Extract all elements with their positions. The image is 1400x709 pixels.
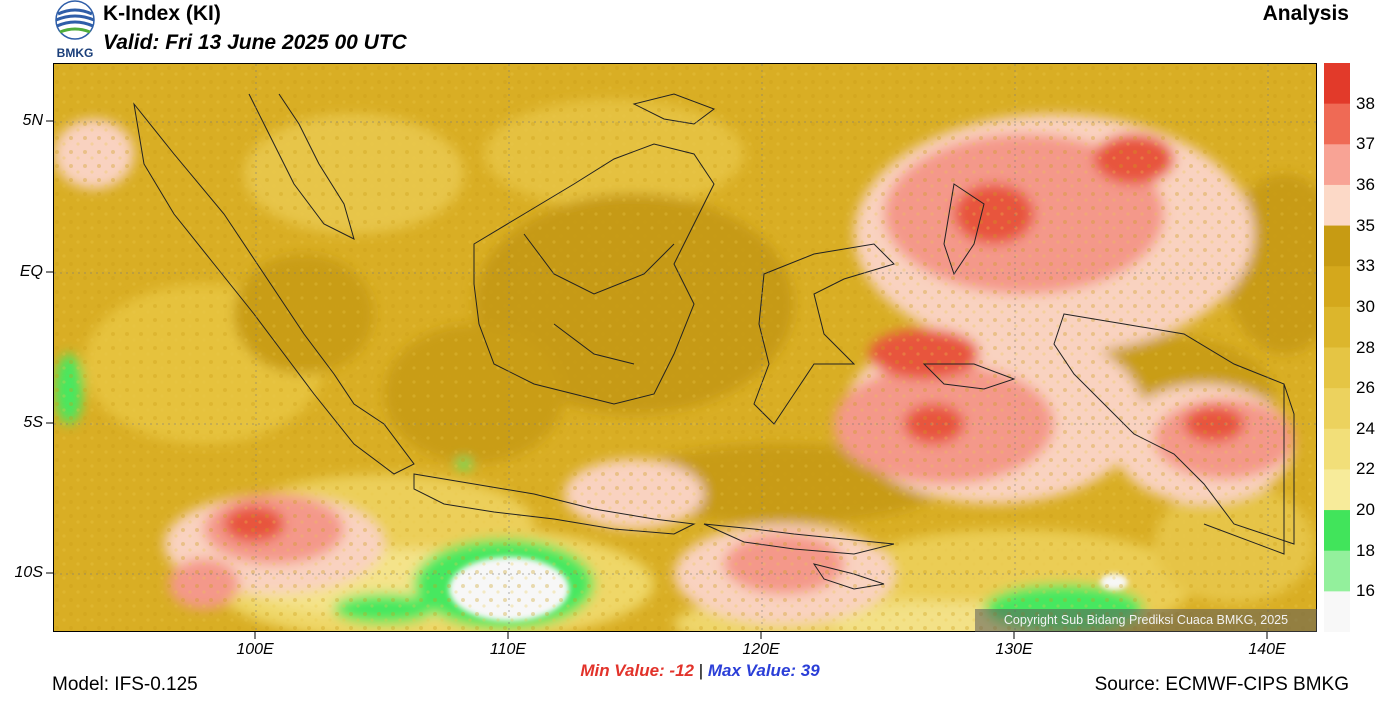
lat-tick-marks: [46, 120, 53, 574]
legend-label: 26: [1356, 378, 1375, 398]
legend-label: 24: [1356, 418, 1375, 438]
legend-label: 36: [1356, 174, 1375, 194]
lon-tick-marks: [254, 631, 1268, 639]
legend-swatch: [1324, 306, 1350, 348]
lon-label: 140E: [1248, 641, 1286, 658]
legend-label: 18: [1356, 540, 1375, 560]
legend-swatch: [1324, 184, 1350, 227]
legend-label: 37: [1356, 134, 1375, 154]
lon-label: 100E: [236, 641, 274, 658]
max-value: Max Value: 39: [707, 661, 820, 680]
legend-swatch: [1324, 225, 1350, 267]
lon-label: 110E: [489, 641, 527, 658]
model-label: Model: IFS-0.125: [52, 674, 198, 695]
min-max-values: Min Value: -12 | Max Value: 39: [0, 661, 1400, 681]
min-value: Min Value: -12: [580, 661, 694, 680]
legend-label: 30: [1356, 296, 1375, 316]
lon-label: 130E: [995, 641, 1033, 658]
legend-swatch: [1324, 591, 1350, 632]
value-separator: |: [698, 661, 704, 680]
lon-label: 120E: [742, 641, 780, 658]
valid-time: Valid: Fri 13 June 2025 00 UTC: [103, 31, 407, 54]
lat-label: 5S: [23, 414, 43, 431]
legend-swatch: [1324, 428, 1350, 470]
lat-label: EQ: [19, 263, 43, 280]
legend-swatch: [1324, 469, 1350, 511]
copyright-banner: Copyright Sub Bidang Prediksi Cuaca BMKG…: [975, 609, 1317, 632]
color-legend: [1324, 63, 1350, 632]
legend-swatch: [1324, 347, 1350, 389]
legend-swatch: [1324, 510, 1350, 552]
legend-swatch: [1324, 388, 1350, 430]
legend-label: 16: [1356, 581, 1375, 601]
legend-swatch: [1324, 103, 1350, 145]
lat-label: 5N: [22, 112, 43, 129]
legend-swatch: [1324, 266, 1350, 308]
bmkg-logo: BMKG: [55, 0, 95, 60]
legend-label: 28: [1356, 337, 1375, 357]
legend-label: 22: [1356, 459, 1375, 479]
map-field: [54, 64, 1316, 631]
grid: [54, 64, 1316, 631]
coastlines: [133, 93, 1295, 590]
legend-swatch: [1324, 550, 1350, 592]
product-type: Analysis: [1262, 2, 1349, 25]
legend-swatch: [1324, 144, 1350, 186]
legend-label: 38: [1356, 93, 1375, 113]
logo-text: BMKG: [57, 46, 94, 60]
lat-label: 10S: [14, 564, 43, 581]
legend-label: 20: [1356, 500, 1375, 520]
legend-label: 35: [1356, 215, 1375, 235]
legend-swatch: [1324, 63, 1350, 105]
source-label: Source: ECMWF-CIPS BMKG: [1094, 674, 1349, 695]
k-index-map: [53, 63, 1317, 632]
legend-label: 33: [1356, 256, 1375, 276]
map-title: K-Index (KI): [103, 2, 221, 25]
